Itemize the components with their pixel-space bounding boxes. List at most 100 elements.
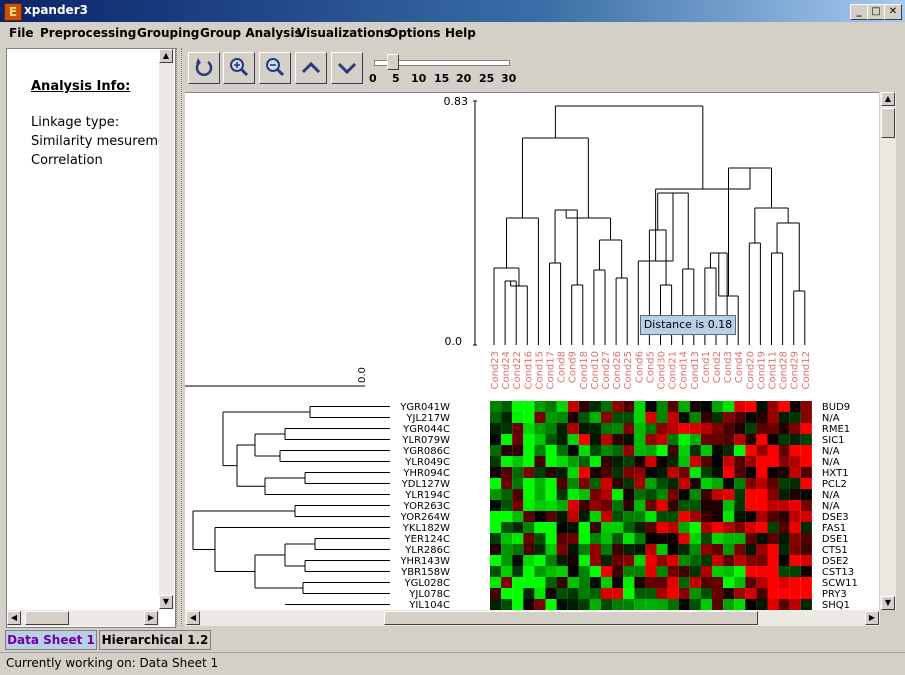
heatmap-cell	[578, 555, 590, 566]
heatmap-cell	[656, 467, 668, 478]
heatmap-cell	[778, 566, 790, 577]
heatmap-cell	[567, 599, 579, 610]
annotation-label: CTS1	[822, 545, 848, 556]
heatmap-cell	[667, 555, 679, 566]
heatmap-cell	[656, 500, 668, 511]
heatmap-cell	[689, 434, 701, 445]
heatmap-cell	[612, 599, 624, 610]
gene-label: YGR044C	[402, 424, 450, 435]
heatmap-cell	[512, 577, 524, 588]
heatmap-cell	[767, 478, 779, 489]
heatmap-cell	[645, 555, 657, 566]
tab-data-sheet-1[interactable]: Data Sheet 1	[5, 630, 97, 650]
split-pane-divider[interactable]	[176, 48, 182, 626]
heatmap-cell	[800, 577, 812, 588]
maximize-button[interactable]: □	[867, 4, 885, 20]
menu-preprocessing[interactable]: Preprocessing	[40, 26, 137, 40]
heatmap-cell	[800, 555, 812, 566]
menu-options[interactable]: Options	[388, 26, 441, 40]
heatmap-cell	[767, 544, 779, 555]
heatmap-cell	[767, 533, 779, 544]
heatmap-cell	[800, 467, 812, 478]
heatmap-cell	[689, 511, 701, 522]
expander-app-icon[interactable]: E	[4, 3, 22, 21]
chevron-up-icon[interactable]	[295, 52, 327, 84]
heatmap-cell	[534, 401, 546, 412]
zoom-slider-track[interactable]	[374, 60, 510, 66]
refresh-icon[interactable]	[188, 52, 220, 84]
scroll-right-arrow-icon[interactable]: ▶	[144, 611, 158, 625]
heatmap-cell	[578, 588, 590, 599]
heatmap-cell	[800, 401, 812, 412]
heatmap-cell	[623, 412, 635, 423]
zoom-in-icon[interactable]	[223, 52, 255, 84]
heatmap-cell	[800, 456, 812, 467]
menu-visualizations[interactable]: Visualizations	[297, 26, 392, 40]
dendrogram-canvas[interactable]: 0.83 0.0 Cond23 Cond24 Cond22 Cond16 Cond15 Con…	[185, 92, 879, 611]
menu-grouping[interactable]: Grouping	[137, 26, 200, 40]
scroll-up-arrow-icon[interactable]: ▲	[881, 92, 895, 106]
heatmap-cell	[512, 511, 524, 522]
scroll-thumb[interactable]	[881, 108, 895, 138]
heatmap-cell	[667, 577, 679, 588]
scroll-down-arrow-icon[interactable]: ▼	[881, 596, 895, 610]
heatmap-cell	[800, 500, 812, 511]
heatmap-cell	[789, 456, 801, 467]
heatmap-cell	[712, 467, 724, 478]
menu-help[interactable]: Help	[445, 26, 476, 40]
heatmap-cell	[756, 456, 768, 467]
menu-file[interactable]: File	[9, 26, 34, 40]
scroll-right-arrow-icon[interactable]: ▶	[865, 611, 879, 625]
annotation-label: PCL2	[822, 479, 847, 490]
heatmap-cell	[667, 445, 679, 456]
heatmap-cell	[501, 555, 513, 566]
heatmap-cell	[678, 599, 690, 610]
heatmap-cell	[800, 588, 812, 599]
heatmap-cell	[612, 445, 624, 456]
chevron-down-icon[interactable]	[331, 52, 363, 84]
heatmap-cell	[734, 533, 746, 544]
heatmap-cell	[745, 577, 757, 588]
heatmap-cell	[634, 544, 646, 555]
heatmap-cell	[534, 566, 546, 577]
left-horizontal-scrollbar[interactable]: ◀ ▶	[7, 610, 159, 626]
annotation-label: FAS1	[822, 523, 846, 534]
scroll-thumb[interactable]	[25, 611, 69, 625]
scroll-left-arrow-icon[interactable]: ◀	[7, 611, 21, 625]
heatmap-cell	[778, 445, 790, 456]
scroll-down-arrow-icon[interactable]: ▼	[159, 595, 173, 609]
heatmap-cell	[501, 522, 513, 533]
zoom-out-icon[interactable]	[259, 52, 291, 84]
scroll-thumb[interactable]	[384, 611, 758, 625]
canvas-horizontal-scrollbar[interactable]: ◀ ▶	[185, 610, 880, 626]
heatmap-cell	[512, 533, 524, 544]
heatmap-cell	[656, 577, 668, 588]
analysis-info-panel: Analysis Info: Linkage type: Similarity …	[6, 48, 176, 628]
close-button[interactable]: ✕	[884, 4, 902, 20]
heatmap-cell	[745, 500, 757, 511]
zoom-slider-thumb[interactable]	[387, 54, 399, 70]
heatmap-cell	[578, 489, 590, 500]
tab-hierarchical[interactable]: Hierarchical 1.2	[99, 630, 211, 650]
heatmap-cell	[800, 511, 812, 522]
heatmap-cell	[723, 500, 735, 511]
heatmap-cell	[667, 533, 679, 544]
heatmap-cell	[490, 588, 502, 599]
heatmap-cell	[512, 445, 524, 456]
heatmap-cell	[523, 566, 535, 577]
heatmap-cell	[778, 544, 790, 555]
scroll-up-arrow-icon[interactable]: ▲	[159, 49, 173, 63]
heatmap-cell	[612, 588, 624, 599]
heatmap-cell	[501, 577, 513, 588]
canvas-vertical-scrollbar[interactable]: ▲ ▼	[880, 92, 896, 610]
heatmap-cell	[490, 467, 502, 478]
scroll-left-arrow-icon[interactable]: ◀	[186, 611, 200, 625]
analysis-info-title: Analysis Info:	[31, 79, 131, 94]
left-vertical-scrollbar[interactable]: ▲ ▼	[159, 49, 174, 609]
heatmap-cell	[678, 500, 690, 511]
heatmap-cell	[612, 489, 624, 500]
menu-group-analysis[interactable]: Group Analysis	[200, 26, 302, 40]
heatmap-cell	[623, 533, 635, 544]
minimize-button[interactable]: _	[850, 4, 868, 20]
linkage-type-label: Linkage type:	[31, 115, 120, 130]
